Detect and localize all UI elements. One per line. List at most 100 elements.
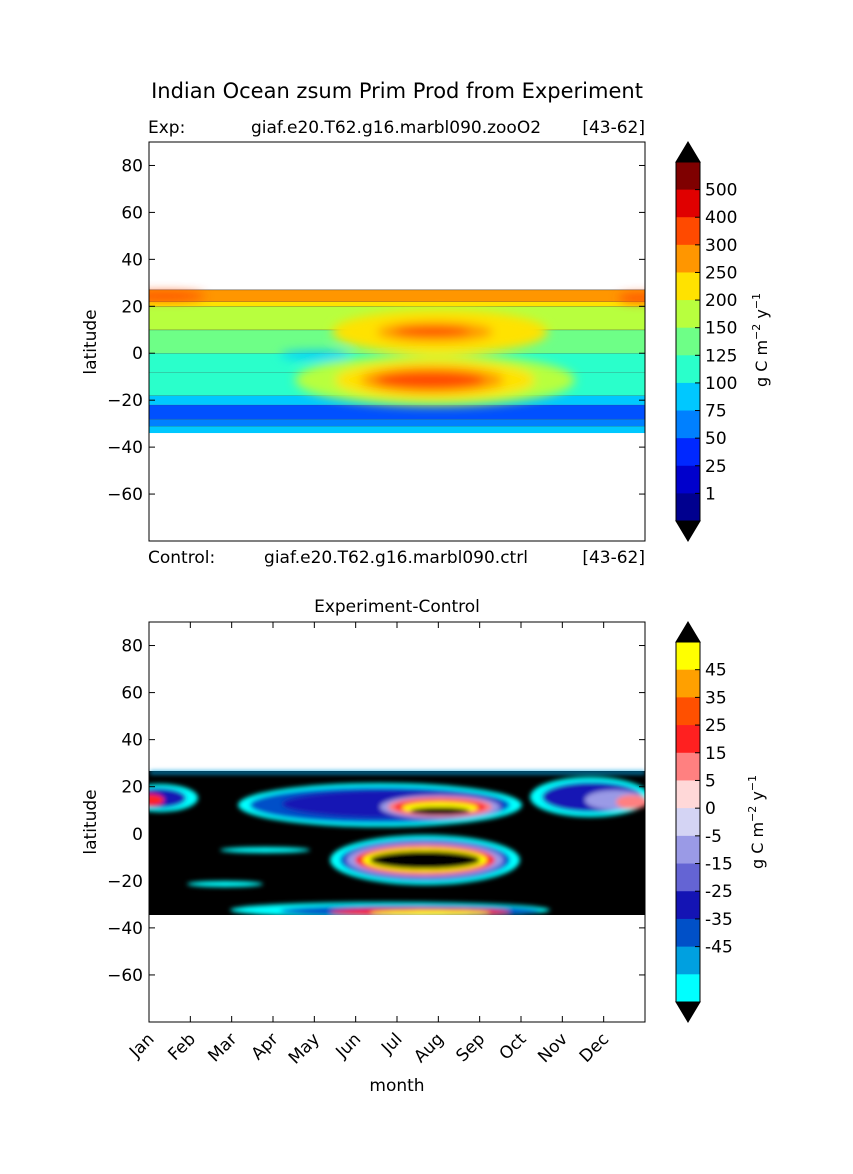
top-colorbar-swatch-6 [676,327,700,356]
top-colorbar-label-2: 300 [705,236,737,256]
feat-upper-core [410,807,470,815]
bottom-colorbar-frame [675,641,701,1003]
top-colorbar-label-6: 125 [705,346,737,366]
feat-south-yellow [370,910,490,916]
feat-patch-low [187,881,263,887]
top-colorbar-extend-min [675,520,701,542]
top-ytick-label-7: −60 [107,485,143,505]
bottom-colorbar-label-4: 5 [705,771,716,791]
top-colorbar-label-3: 250 [705,263,737,283]
bottom-field [149,771,645,1022]
top-ytick-label-5: −20 [107,391,143,411]
figure-title: Indian Ocean zsum Prim Prod from Experim… [151,79,643,103]
feat-left-red [149,794,164,806]
bottom-yticks: 80 60 40 20 0 −20 −40 −60 [107,637,645,986]
top-blobs [149,292,645,406]
exp-label: Exp: [148,118,185,138]
bottom-ytick-label-5: −20 [107,872,143,892]
top-band-1 [149,418,645,426]
top-blob-lower-red [375,371,485,389]
top-ytick-label-4: 0 [132,344,143,364]
month-label-may: May [285,1029,324,1068]
top-ytick-label-3: 20 [121,297,143,317]
feat-patch-mid [220,847,310,853]
top-colorbar-swatch-3 [676,244,700,273]
top-colorbar-label-7: 100 [705,374,737,394]
bottom-colorbar-label-2: 25 [705,716,727,736]
exp-years: [43-62] [582,118,645,138]
top-colorbar-swatch-7 [676,355,700,384]
top-ytick-label-0: 80 [121,156,143,176]
top-colorbar-swatch-8 [676,382,700,412]
feat-lower-core [370,851,480,869]
top-colorbar-frame [675,161,701,522]
bottom-colorbar-swatch-10 [676,918,700,948]
top-yticks: 80 60 40 20 0 −20 −40 −60 [107,156,645,505]
bottom-colorbar-label-3: 15 [705,744,727,764]
bottom-colorbar-label-1: 35 [705,688,727,708]
month-label-oct: Oct [496,1029,531,1064]
top-colorbar-label-10: 25 [705,457,727,477]
feat-right-pink [616,795,645,809]
ctrl-case: giaf.e20.T62.g16.marbl090.ctrl [264,548,528,568]
bottom-features [149,771,645,918]
top-colorbar-label-5: 150 [705,319,737,339]
bottom-panel: 80 60 40 20 0 −20 −40 −60 Jan Feb Mar Apr May Jun Jul… [81,621,646,1096]
top-plot-frame [148,141,646,542]
bottom-colorbar-extend-max [675,621,701,643]
top-blob-edge-right [618,294,645,302]
bottom-colorbar-swatch-1 [676,669,700,698]
top-blob-edge-left [149,292,205,300]
top-ytick-label-6: −40 [107,438,143,458]
top-colorbar-label-0: 500 [705,181,737,201]
diff-title: Experiment-Control [314,597,480,617]
top-field [149,289,645,434]
top-blob-midblue [280,351,350,359]
top-colorbar-swatch-4 [676,272,700,301]
bottom-ytick-label-6: −40 [107,919,143,939]
bottom-ytick-label-7: −60 [107,966,143,986]
bottom-ylabel: latitude [81,789,101,854]
top-colorbar-label-4: 200 [705,291,737,311]
month-label-jul: Jul [377,1029,406,1058]
bottom-colorbar-swatch-4 [676,752,700,781]
bottom-ytick-label-4: 0 [132,825,143,845]
top-band-2 [149,404,645,419]
bottom-south-mask [149,915,645,1022]
month-label-apr: Apr [248,1029,283,1064]
bottom-colorbar-swatch-7 [676,835,700,865]
bottom-colorbar-label-6: -5 [705,827,722,847]
top-ytick-label-2: 40 [121,250,143,270]
bottom-ytick-label-0: 80 [121,637,143,657]
top-colorbar-swatch-10 [676,438,700,467]
bottom-ytick-label-2: 40 [121,731,143,751]
top-colorbar: 500 400 300 250 200 150 125 100 75 50 25 1 [675,141,737,542]
month-label-feb: Feb [164,1029,199,1064]
ctrl-years: [43-62] [582,548,645,568]
bottom-colorbar-label-9: -35 [705,910,733,930]
top-colorbar-swatch-9 [676,410,700,439]
month-label-jun: Jun [332,1029,366,1063]
bottom-colorbar-label-8: -25 [705,882,733,902]
top-colorbar-swatch-1 [676,189,700,218]
bottom-colorbar-label: g C m−2 y−1 [746,775,767,869]
bottom-colorbar-swatch-0 [676,642,700,671]
month-label-dec: Dec [576,1029,613,1066]
top-band-8 [149,301,645,307]
bottom-colorbar-label-7: -15 [705,855,733,875]
top-colorbar-label-9: 50 [705,429,727,449]
bottom-xlabel: month [369,1076,424,1096]
month-label-jan: Jan [125,1029,158,1062]
month-label-aug: Aug [410,1029,448,1067]
top-colorbar-label-11: 1 [705,484,716,504]
bottom-colorbar-swatch-5 [676,780,700,809]
top-colorbar-extend-max [675,141,701,163]
exp-case: giaf.e20.T62.g16.marbl090.zooO2 [251,118,541,138]
top-ylabel: latitude [81,309,101,374]
top-band-0 [149,425,645,434]
top-colorbar-label-8: 75 [705,402,727,422]
top-blob-upper-red [394,326,470,336]
month-label-sep: Sep [452,1029,489,1066]
month-label-mar: Mar [204,1029,241,1066]
bottom-colorbar-swatch-3 [676,725,700,754]
